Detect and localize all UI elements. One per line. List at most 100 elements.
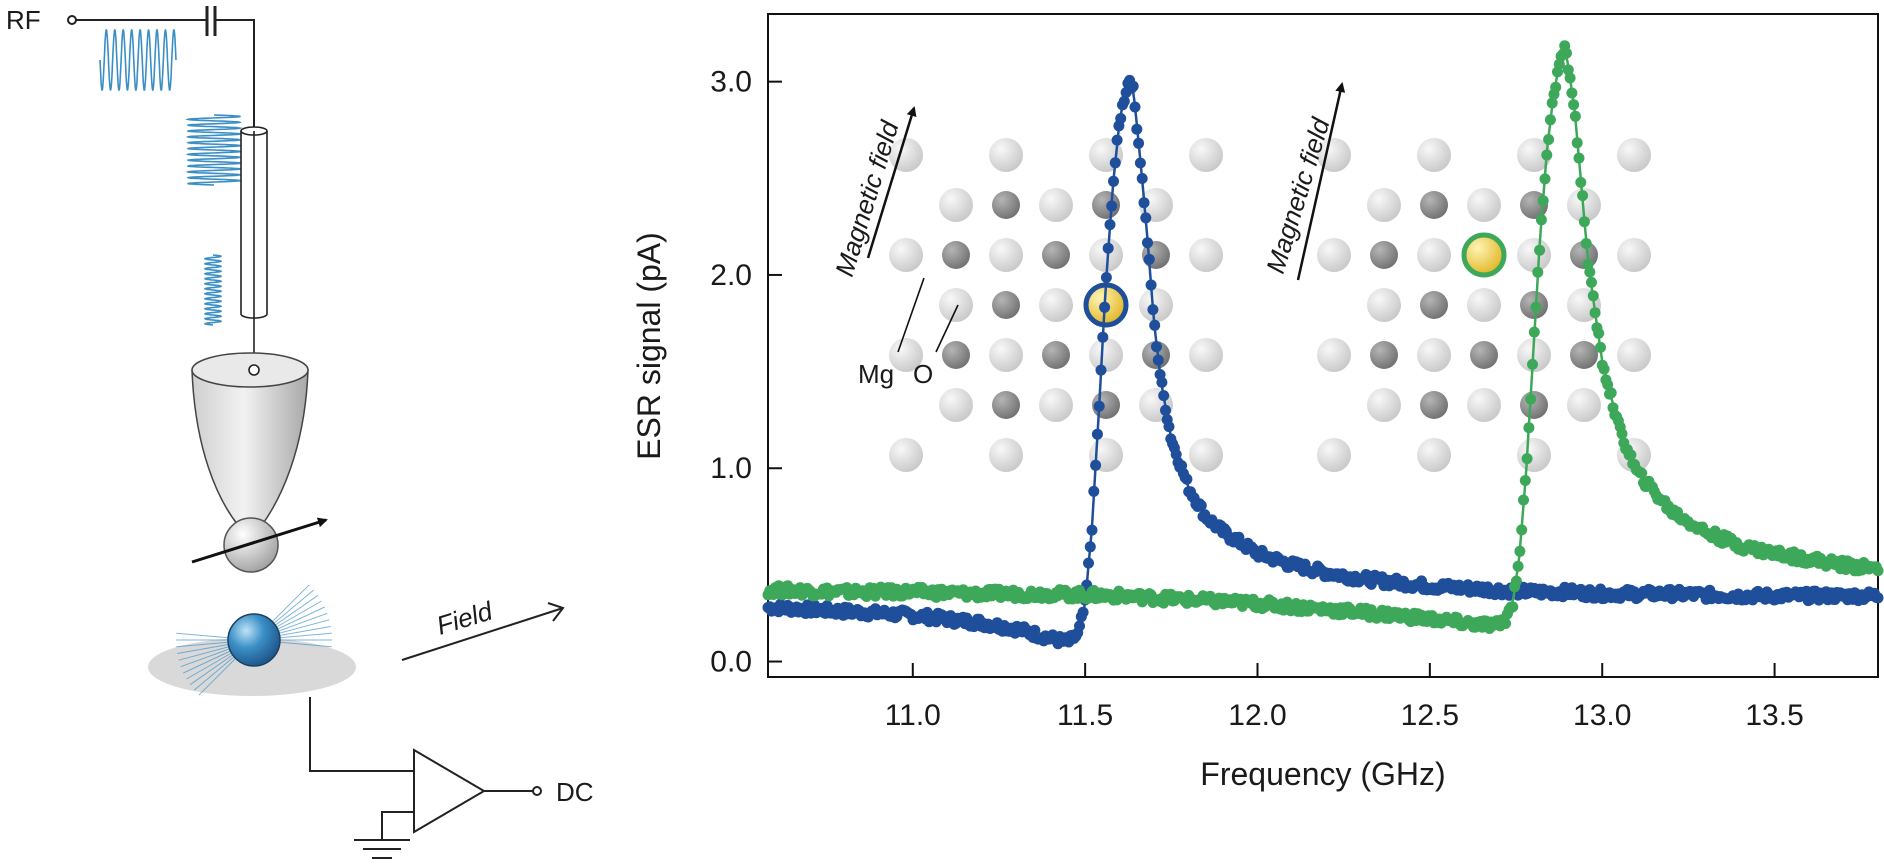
data-point (1584, 266, 1596, 278)
y-tick-label: 0.0 (710, 646, 752, 679)
field-arrow: Field (401, 595, 565, 661)
oxygen-atom (1567, 388, 1601, 422)
data-point (1561, 47, 1572, 59)
oxygen-atom (1039, 388, 1073, 422)
data-point (1090, 459, 1102, 471)
data-point (1152, 354, 1164, 366)
data-point (1534, 244, 1546, 256)
mgo-lattice-inset-right (1317, 138, 1651, 472)
oxygen-atom (889, 338, 923, 372)
magnesium-atom (1420, 191, 1448, 219)
data-point (1108, 175, 1119, 187)
x-axis-ticks: 11.0 11.5 12.0 12.5 13.0 13.5 (885, 663, 1804, 732)
oxygen-atom (1367, 388, 1401, 422)
oxygen-atom (1417, 138, 1451, 172)
data-point (1528, 326, 1540, 338)
oxygen-atom (1189, 438, 1223, 472)
data-point (1111, 134, 1123, 146)
inset-left-field-arrow (866, 106, 917, 259)
data-point (1131, 123, 1143, 135)
data-point (1605, 387, 1617, 399)
oxygen-atom (1417, 238, 1451, 272)
data-point (1527, 358, 1538, 370)
oxygen-atom (1367, 188, 1401, 222)
inset-right-field-arrow (1296, 82, 1346, 281)
data-point (1521, 453, 1533, 465)
x-axis-title: Frequency (GHz) (1200, 756, 1445, 792)
data-point (1151, 341, 1162, 353)
oxygen-atom (1617, 138, 1651, 172)
coaxial-line (240, 126, 268, 370)
data-point (1127, 80, 1139, 92)
o-label: O (913, 359, 933, 389)
data-point (1512, 560, 1524, 572)
data-point (1546, 97, 1558, 109)
data-point (1566, 87, 1578, 99)
data-point (1077, 606, 1089, 618)
data-point (1097, 331, 1109, 343)
data-point (1510, 575, 1522, 587)
oxygen-atom (1317, 138, 1351, 172)
oxygen-atom (1317, 338, 1351, 372)
oxygen-atom (1517, 138, 1551, 172)
data-point (1514, 545, 1526, 557)
data-point (1589, 307, 1601, 319)
magnesium-atom (992, 291, 1020, 319)
capacitor-symbol (205, 6, 217, 36)
y-tick-label: 1.0 (710, 452, 752, 485)
x-tick-label: 13.5 (1745, 699, 1803, 732)
rf-terminal (67, 15, 77, 25)
data-point (1598, 363, 1610, 375)
oxygen-atom (1039, 288, 1073, 322)
magnesium-atom (942, 341, 970, 369)
magnesium-atom (1370, 341, 1398, 369)
magnesium-atom (1370, 241, 1398, 269)
data-point (1518, 494, 1529, 506)
data-point (1595, 341, 1606, 353)
magnesium-atom (1570, 341, 1598, 369)
y-tick-label: 2.0 (710, 259, 752, 292)
data-point (1507, 601, 1519, 613)
oxygen-atom (1089, 338, 1123, 372)
data-point (1133, 137, 1145, 149)
oxygen-atom (939, 288, 973, 322)
mg-label: Mg (858, 359, 894, 389)
field-label: Field (433, 595, 497, 641)
data-point (1577, 190, 1589, 202)
oxygen-atom (989, 338, 1023, 372)
oxygen-atom (1189, 238, 1223, 272)
data-point (1086, 524, 1098, 536)
oxygen-atom (989, 138, 1023, 172)
stm-tip-cone (191, 352, 309, 526)
rf-label: RF (6, 5, 41, 35)
rf-wave-small (203, 254, 223, 326)
data-point (1625, 449, 1637, 461)
data-point (1580, 238, 1592, 249)
oxygen-atom (1139, 288, 1173, 322)
oxygen-atom (1517, 438, 1551, 472)
data-point (1571, 137, 1583, 149)
data-point (1118, 95, 1130, 107)
data-point (1109, 157, 1121, 169)
magnesium-atom (992, 191, 1020, 219)
stm-esr-schematic: RF Field (6, 5, 594, 859)
oxygen-atom (1039, 188, 1073, 222)
oxygen-atom (1617, 238, 1651, 272)
tip-spin-arrow (191, 517, 328, 564)
oxygen-atom (1467, 188, 1501, 222)
data-point (1532, 266, 1544, 278)
data-point (1140, 212, 1152, 224)
data-point (1578, 216, 1590, 228)
data-point (1147, 304, 1159, 316)
ground-symbol (354, 839, 410, 859)
mg-pointer (897, 277, 925, 353)
data-point (1195, 500, 1207, 511)
data-point (1083, 557, 1094, 569)
oxygen-atom (989, 238, 1023, 272)
data-point (1102, 242, 1114, 254)
data-point (1539, 173, 1551, 185)
oxygen-atom (1617, 338, 1651, 372)
data-point (1587, 290, 1599, 302)
data-point (1091, 428, 1103, 440)
